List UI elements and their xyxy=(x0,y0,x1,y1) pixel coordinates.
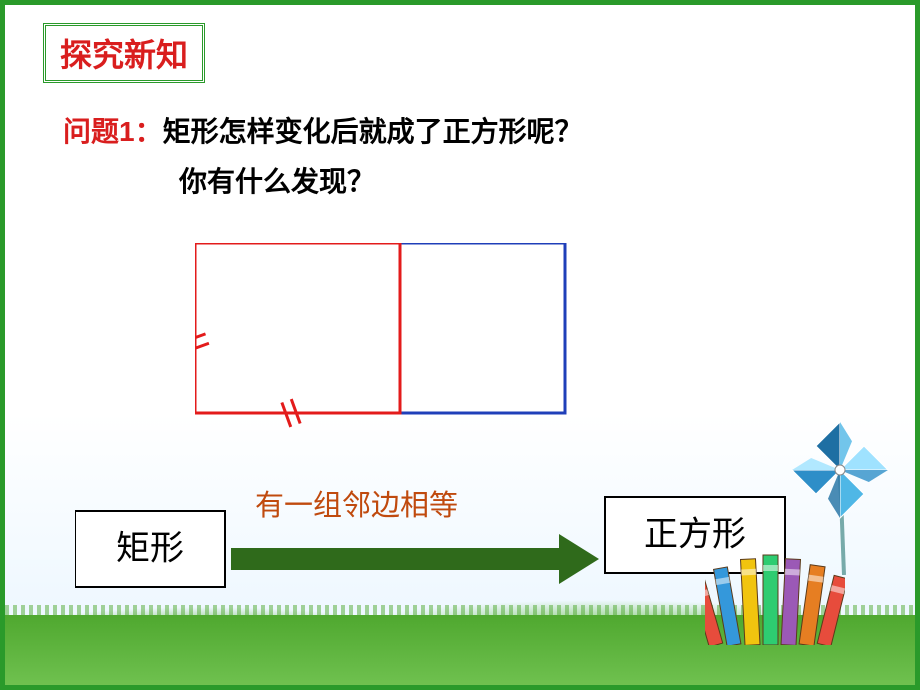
svg-text:矩形: 矩形 xyxy=(116,531,184,568)
section-title-box: 探究新知 xyxy=(43,23,205,83)
question-line1: 问题1：矩形怎样变化后就成了正方形呢？ xyxy=(63,107,877,157)
question-block: 问题1：矩形怎样变化后就成了正方形呢？ 你有什么发现？ xyxy=(63,107,877,208)
pinwheel-svg xyxy=(785,415,895,575)
question-text-1: 矩形怎样变化后就成了正方形呢？ xyxy=(163,116,583,147)
geometry-diagram xyxy=(195,243,595,443)
pinwheel-decor xyxy=(785,415,895,575)
slide: 探究新知 问题1：矩形怎样变化后就成了正方形呢？ 你有什么发现？ 有一组邻边相等… xyxy=(0,0,920,690)
geometry-svg xyxy=(195,243,595,453)
section-title: 探究新知 xyxy=(60,37,188,73)
question-label: 问题1： xyxy=(63,116,163,147)
question-text-2: 你有什么发现？ xyxy=(179,157,877,207)
svg-text:有一组邻边相等: 有一组邻边相等 xyxy=(255,489,458,522)
